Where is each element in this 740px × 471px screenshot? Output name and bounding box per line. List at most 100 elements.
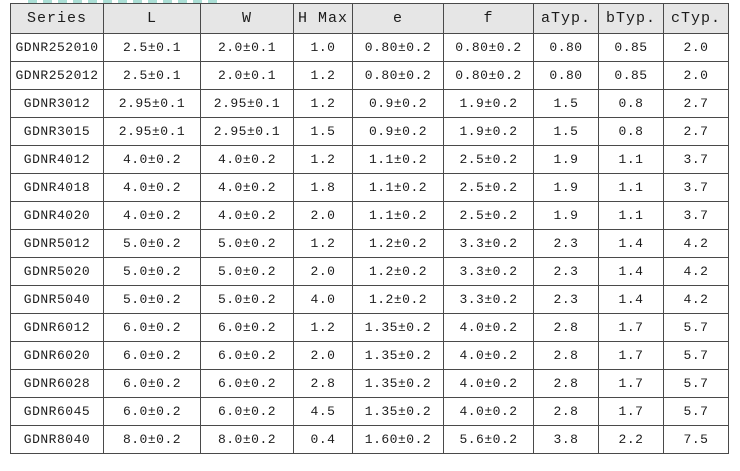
value-cell: 0.8 — [598, 117, 664, 146]
value-cell: 1.5 — [533, 117, 599, 146]
series-cell: GDNR6012 — [10, 313, 104, 342]
value-cell: 2.7 — [663, 89, 729, 118]
table-row: GDNR8040 8.0±0.2 8.0±0.2 0.4 1.60±0.2 5.6±0.2… — [10, 425, 729, 454]
value-cell: 2.8 — [533, 313, 599, 342]
value-cell: 1.7 — [598, 369, 664, 398]
value-cell: 1.9 — [533, 201, 599, 230]
value-cell: 3.8 — [533, 425, 599, 454]
table-row: GDNR6020 6.0±0.2 6.0±0.2 2.0 1.35±0.2 4.0±0.2… — [10, 341, 729, 370]
value-cell: 4.0±0.2 — [103, 145, 201, 174]
table-row: GDNR3012 2.95±0.1 2.95±0.1 1.2 0.9±0.2 1.9±0.… — [10, 89, 729, 118]
column-header: L — [103, 3, 201, 34]
value-cell: 0.9±0.2 — [352, 89, 444, 118]
column-header: aTyp. — [533, 3, 599, 34]
value-cell: 1.7 — [598, 313, 664, 342]
value-cell: 3.7 — [663, 145, 729, 174]
value-cell: 8.0±0.2 — [200, 425, 294, 454]
value-cell: 1.1±0.2 — [352, 145, 444, 174]
header-row: Series L W H Max e f aTyp. bTyp. cTyp. — [10, 3, 729, 34]
value-cell: 1.35±0.2 — [352, 313, 444, 342]
value-cell: 1.1±0.2 — [352, 201, 444, 230]
value-cell: 4.0±0.2 — [443, 397, 534, 426]
value-cell: 2.5±0.2 — [443, 173, 534, 202]
value-cell: 2.3 — [533, 229, 599, 258]
value-cell: 2.0±0.1 — [200, 33, 294, 62]
value-cell: 4.0±0.2 — [103, 201, 201, 230]
value-cell: 7.5 — [663, 425, 729, 454]
table-row: GDNR4012 4.0±0.2 4.0±0.2 1.2 1.1±0.2 2.5±0.2 1… — [10, 145, 729, 174]
value-cell: 6.0±0.2 — [103, 369, 201, 398]
value-cell: 1.5 — [533, 89, 599, 118]
value-cell: 1.1 — [598, 145, 664, 174]
value-cell: 1.1±0.2 — [352, 173, 444, 202]
value-cell: 1.2±0.2 — [352, 257, 444, 286]
series-cell: GDNR5012 — [10, 229, 104, 258]
value-cell: 6.0±0.2 — [103, 397, 201, 426]
value-cell: 0.85 — [598, 33, 664, 62]
value-cell: 4.0±0.2 — [443, 313, 534, 342]
value-cell: 5.0±0.2 — [200, 229, 294, 258]
table-body: GDNR252010 2.5±0.1 2.0±0.1 1.0 0.80±0.2 0.80±… — [10, 33, 729, 454]
value-cell: 0.80 — [533, 33, 599, 62]
value-cell: 2.0 — [663, 33, 729, 62]
dimensions-spec-table: Series L W H Max e f aTyp. bTyp. cTyp. GDNR25201… — [10, 3, 729, 454]
value-cell: 2.5±0.1 — [103, 33, 201, 62]
series-cell: GDNR5040 — [10, 285, 104, 314]
column-header: W — [200, 3, 294, 34]
value-cell: 5.0±0.2 — [103, 285, 201, 314]
value-cell: 1.2 — [293, 229, 353, 258]
value-cell: 0.80 — [533, 61, 599, 90]
value-cell: 2.8 — [533, 397, 599, 426]
series-cell: GDNR252010 — [10, 33, 104, 62]
series-cell: GDNR6045 — [10, 397, 104, 426]
value-cell: 2.5±0.1 — [103, 61, 201, 90]
series-cell: GDNR8040 — [10, 425, 104, 454]
value-cell: 1.35±0.2 — [352, 397, 444, 426]
value-cell: 5.0±0.2 — [103, 257, 201, 286]
value-cell: 4.0±0.2 — [103, 173, 201, 202]
value-cell: 1.35±0.2 — [352, 369, 444, 398]
column-header: Series — [10, 3, 104, 34]
value-cell: 1.1 — [598, 173, 664, 202]
value-cell: 1.0 — [293, 33, 353, 62]
value-cell: 3.7 — [663, 173, 729, 202]
value-cell: 5.0±0.2 — [103, 229, 201, 258]
value-cell: 0.80±0.2 — [443, 61, 534, 90]
value-cell: 1.9±0.2 — [443, 89, 534, 118]
value-cell: 2.3 — [533, 285, 599, 314]
table-row: GDNR6028 6.0±0.2 6.0±0.2 2.8 1.35±0.2 4.0±0.2… — [10, 369, 729, 398]
value-cell: 5.6±0.2 — [443, 425, 534, 454]
value-cell: 5.7 — [663, 369, 729, 398]
value-cell: 1.7 — [598, 341, 664, 370]
value-cell: 4.0±0.2 — [443, 369, 534, 398]
value-cell: 2.0 — [663, 61, 729, 90]
column-header: e — [352, 3, 444, 34]
table-row: GDNR6045 6.0±0.2 6.0±0.2 4.5 1.35±0.2 4.0±0.2… — [10, 397, 729, 426]
table-row: GDNR5040 5.0±0.2 5.0±0.2 4.0 1.2±0.2 3.3±0.2 2… — [10, 285, 729, 314]
value-cell: 4.5 — [293, 397, 353, 426]
watermark-artifact — [28, 0, 218, 3]
value-cell: 5.7 — [663, 341, 729, 370]
value-cell: 4.2 — [663, 257, 729, 286]
value-cell: 3.3±0.2 — [443, 229, 534, 258]
value-cell: 1.5 — [293, 117, 353, 146]
series-cell: GDNR4020 — [10, 201, 104, 230]
series-cell: GDNR3012 — [10, 89, 104, 118]
value-cell: 1.9 — [533, 173, 599, 202]
value-cell: 4.0 — [293, 285, 353, 314]
value-cell: 1.4 — [598, 229, 664, 258]
column-header: H Max — [293, 3, 353, 34]
table-row: GDNR4018 4.0±0.2 4.0±0.2 1.8 1.1±0.2 2.5±0.2 1… — [10, 173, 729, 202]
value-cell: 0.80±0.2 — [352, 33, 444, 62]
value-cell: 2.0 — [293, 201, 353, 230]
value-cell: 2.95±0.1 — [103, 89, 201, 118]
value-cell: 1.7 — [598, 397, 664, 426]
value-cell: 2.0 — [293, 257, 353, 286]
value-cell: 0.9±0.2 — [352, 117, 444, 146]
value-cell: 4.2 — [663, 285, 729, 314]
value-cell: 2.5±0.2 — [443, 201, 534, 230]
value-cell: 5.0±0.2 — [200, 257, 294, 286]
value-cell: 1.4 — [598, 285, 664, 314]
value-cell: 6.0±0.2 — [103, 313, 201, 342]
value-cell: 2.8 — [533, 369, 599, 398]
